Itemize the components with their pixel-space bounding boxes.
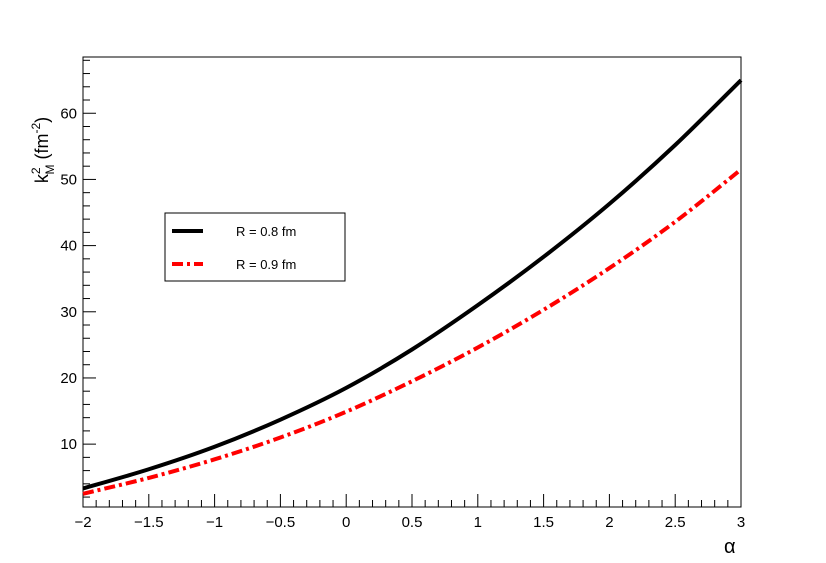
y-tick-label: 50 [60,171,77,188]
y-label-unit-close: ) [32,117,52,123]
y-label-unit-open: (fm [32,133,52,164]
y-label-unit-sup: -2 [29,122,43,133]
y-tick-label: 10 [60,436,77,453]
x-tick-label: −1 [206,514,223,531]
x-tick-label: 0 [342,514,350,531]
y-tick-label: 20 [60,370,77,387]
x-tick-label: −0.5 [266,514,296,531]
x-tick-label: −2 [74,514,91,531]
x-tick-label: 1.5 [533,514,554,531]
x-axis-label: α [724,536,736,558]
y-tick-label: 60 [60,105,77,122]
y-axis-label: k2M (fm-2) [29,117,57,183]
legend-label-r09: R = 0.9 fm [236,257,296,272]
x-tick-label: 2.5 [665,514,686,531]
legend-label-r08: R = 0.8 fm [236,224,296,239]
legend-box [164,212,346,282]
y-tick-label: 40 [60,238,77,255]
y-label-sup: 2 [29,167,43,174]
x-tick-label: −1.5 [134,514,164,531]
legend: R = 0.8 fm R = 0.9 fm [164,212,346,282]
x-tick-label: 1 [474,514,482,531]
y-tick-label: 30 [60,304,77,321]
y-label-base: k [32,173,52,183]
series-layer [82,78,743,496]
x-tick-label: 2 [605,514,613,531]
x-axis: −2 −1.5 −1 −0.5 0 0.5 1 1.5 2 2.5 3 [74,494,745,531]
x-tick-label: 3 [737,514,745,531]
x-tick-label: 0.5 [402,514,423,531]
series-line-r08 [82,78,743,491]
series-line-r09 [82,167,743,496]
plot-frame [82,56,742,508]
y-axis: 10 20 30 40 50 60 [60,59,96,498]
y-label-sub: M [43,164,57,174]
